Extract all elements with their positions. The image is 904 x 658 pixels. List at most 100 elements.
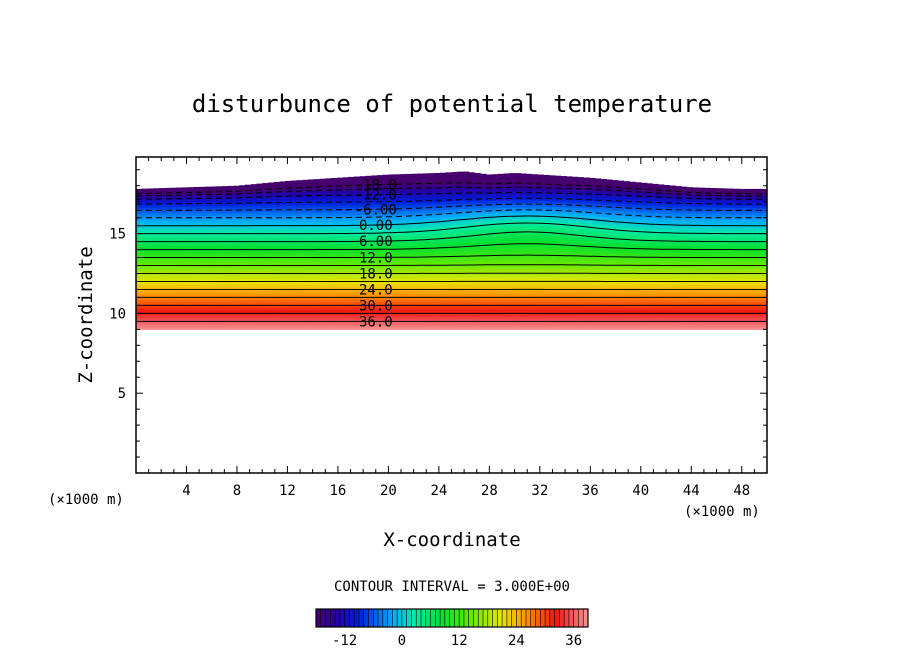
field-cell <box>290 245 298 249</box>
field-cell <box>313 216 321 220</box>
field-cell <box>158 197 166 201</box>
field-cell <box>382 177 389 181</box>
field-cell <box>199 189 206 193</box>
field-cell <box>428 256 435 260</box>
field-cell <box>554 242 562 246</box>
field-cell <box>491 316 498 320</box>
contour-field: -18.0-12.0-6.000.006.0012.018.024.030.03… <box>136 171 767 330</box>
field-cell <box>382 221 389 225</box>
field-cell <box>342 283 349 287</box>
field-cell <box>514 321 521 325</box>
field-cell <box>136 296 143 300</box>
field-cell <box>560 245 567 249</box>
field-cell <box>290 297 298 301</box>
field-cell <box>359 306 367 310</box>
field-cell <box>589 286 596 290</box>
field-cell <box>554 221 562 225</box>
field-cell <box>543 277 550 282</box>
field-cell <box>273 292 281 296</box>
field-cell <box>153 322 160 326</box>
field-cell <box>158 282 166 286</box>
field-cell <box>158 308 166 312</box>
field-cell <box>233 238 240 242</box>
field-cell <box>348 273 355 277</box>
field-cell <box>222 288 229 292</box>
field-cell <box>359 326 367 330</box>
field-cell <box>612 309 619 313</box>
field-cell <box>445 216 453 221</box>
field-cell <box>222 214 229 218</box>
field-cell <box>302 274 309 278</box>
field-cell <box>388 249 395 253</box>
field-cell <box>239 197 246 201</box>
field-cell <box>388 269 395 274</box>
field-cell <box>250 305 258 309</box>
field-cell <box>233 243 240 247</box>
field-cell <box>141 190 149 194</box>
field-cell <box>147 317 154 321</box>
field-cell <box>290 247 298 251</box>
field-cell <box>549 267 556 271</box>
field-cell <box>440 204 447 208</box>
field-cell <box>531 326 539 330</box>
field-cell <box>244 247 252 251</box>
field-cell <box>279 289 286 293</box>
field-cell <box>244 300 252 304</box>
field-cell <box>348 319 355 323</box>
field-cell <box>571 189 579 193</box>
field-cell <box>342 233 349 237</box>
field-cell <box>302 316 309 320</box>
field-cell <box>520 313 527 317</box>
field-cell <box>594 276 602 280</box>
field-cell <box>336 278 344 282</box>
field-cell <box>417 222 424 227</box>
field-cell <box>566 247 573 251</box>
field-cell <box>342 298 349 303</box>
field-cell <box>244 293 252 297</box>
field-cell <box>158 324 166 328</box>
field-cell <box>216 212 223 216</box>
field-cell <box>262 253 269 257</box>
field-cell <box>531 231 539 235</box>
field-cell <box>537 290 544 294</box>
field-cell <box>147 301 154 305</box>
field-cell <box>491 213 498 217</box>
field-cell <box>474 201 481 205</box>
field-cell <box>571 232 579 236</box>
field-cell <box>537 277 544 281</box>
field-cell <box>296 284 303 288</box>
field-cell <box>176 322 183 326</box>
field-cell <box>549 321 556 325</box>
field-cell <box>239 209 246 213</box>
field-cell <box>399 319 407 323</box>
field-cell <box>474 261 481 265</box>
field-cell <box>577 291 585 295</box>
field-cell <box>571 222 579 226</box>
field-cell <box>451 303 458 307</box>
field-cell <box>158 289 166 293</box>
field-cell <box>457 282 464 286</box>
field-cell <box>497 249 504 253</box>
field-cell <box>405 298 412 302</box>
field-cell <box>560 229 567 233</box>
field-cell <box>136 188 143 192</box>
field-cell <box>417 217 424 221</box>
field-cell <box>204 229 212 233</box>
field-cell <box>348 245 355 249</box>
field-cell <box>485 174 493 178</box>
field-cell <box>170 199 177 203</box>
field-cell <box>319 191 326 195</box>
field-cell <box>480 181 487 185</box>
field-cell <box>399 184 407 188</box>
field-cell <box>440 224 447 229</box>
field-cell <box>342 306 349 310</box>
field-cell <box>222 229 229 233</box>
field-cell <box>365 216 372 220</box>
field-cell <box>262 302 269 306</box>
field-cell <box>141 294 149 298</box>
field-cell <box>554 283 562 287</box>
field-cell <box>543 190 550 194</box>
field-cell <box>468 263 476 268</box>
field-cell <box>325 321 332 325</box>
field-cell <box>290 307 298 311</box>
